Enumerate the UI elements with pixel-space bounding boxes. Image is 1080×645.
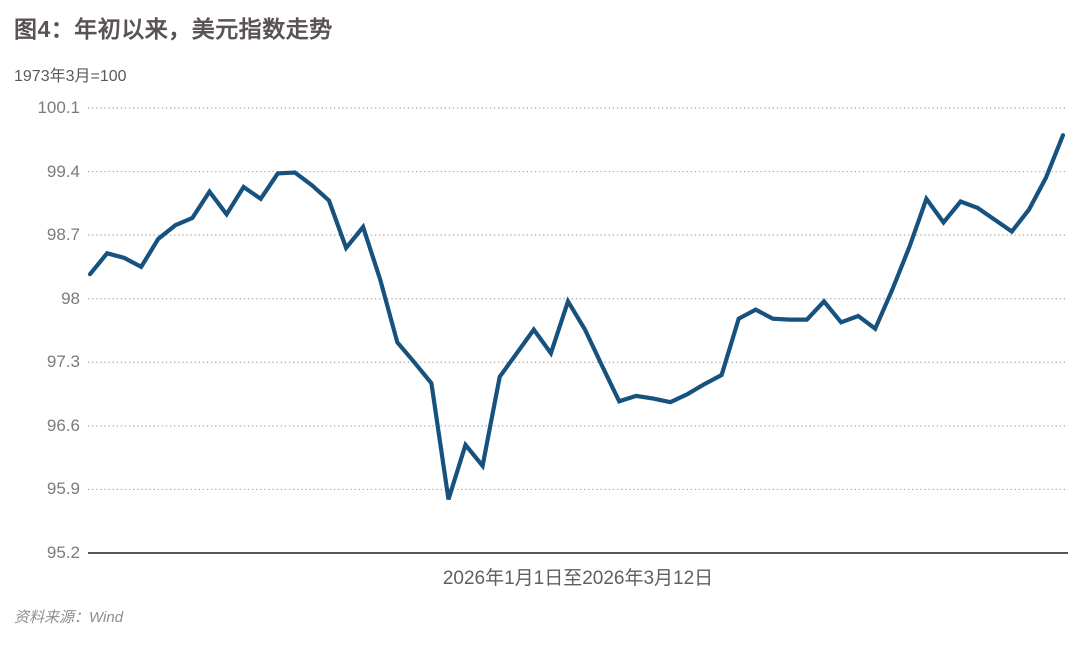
chart-title: 图4：年初以来，美元指数走势 bbox=[14, 16, 333, 42]
y-tick-label: 98 bbox=[61, 288, 80, 308]
y-tick-label: 97.3 bbox=[46, 352, 80, 372]
y-tick-label: 98.7 bbox=[46, 225, 80, 245]
y-tick-label: 95.2 bbox=[46, 543, 80, 562]
x-axis-label: 2026年1月1日至2026年3月12日 bbox=[442, 568, 714, 589]
y-axis-unit-note: 1973年3月=100 bbox=[14, 68, 127, 85]
y-tick-label: 99.4 bbox=[46, 161, 80, 181]
y-tick-label: 100.1 bbox=[37, 98, 80, 117]
y-tick-label: 95.9 bbox=[46, 479, 80, 499]
y-tick-label: 96.6 bbox=[46, 415, 80, 435]
usd-index-line-series bbox=[87, 133, 1066, 501]
data-source-note: 资料来源：Wind bbox=[14, 609, 124, 626]
